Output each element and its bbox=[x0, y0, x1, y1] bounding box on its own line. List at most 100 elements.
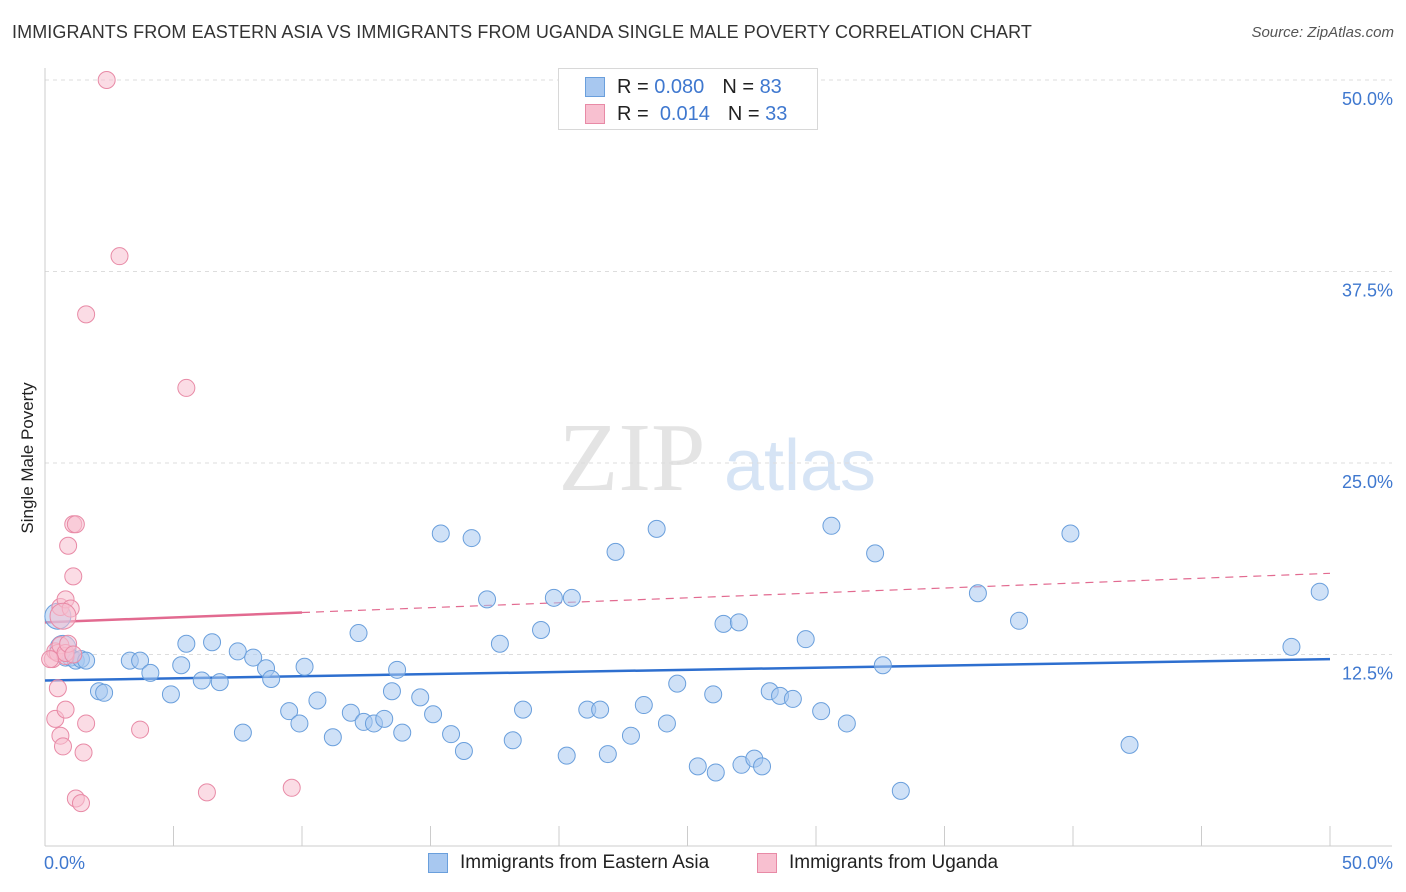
data-point bbox=[891, 781, 910, 800]
data-point bbox=[514, 700, 533, 719]
data-point bbox=[192, 671, 211, 690]
axes bbox=[44, 68, 1392, 847]
data-point bbox=[562, 588, 581, 607]
data-point bbox=[968, 584, 987, 603]
data-point bbox=[591, 700, 610, 719]
data-point bbox=[704, 685, 723, 704]
data-point bbox=[462, 529, 481, 548]
data-point bbox=[478, 590, 497, 609]
data-point bbox=[48, 679, 67, 698]
legend-n-label: N = bbox=[727, 102, 760, 125]
bottom-legend: Immigrants from Eastern Asia Immigrants … bbox=[0, 852, 1406, 878]
legend-r-label: R = bbox=[617, 102, 649, 125]
data-point bbox=[424, 705, 443, 724]
data-point bbox=[1120, 735, 1139, 754]
data-point bbox=[56, 700, 75, 719]
data-point bbox=[141, 663, 160, 682]
data-point bbox=[228, 642, 247, 661]
y-tick-label: 37.5% bbox=[1342, 281, 1393, 301]
data-point bbox=[454, 742, 473, 761]
data-point bbox=[77, 714, 96, 733]
data-point bbox=[688, 757, 707, 776]
data-point bbox=[503, 731, 522, 750]
data-point bbox=[131, 720, 150, 739]
y-tick-label: 50.0% bbox=[1342, 89, 1393, 109]
data-point bbox=[53, 737, 72, 756]
data-point bbox=[598, 745, 617, 764]
data-point bbox=[131, 651, 150, 670]
data-point bbox=[837, 714, 856, 733]
data-point bbox=[796, 630, 815, 649]
data-point bbox=[393, 723, 412, 742]
tick-labels: 12.5% 25.0% 37.5% 50.0% 0.0% 50.0% bbox=[44, 89, 1393, 873]
legend-r-value: 0.080 bbox=[654, 75, 705, 98]
series-uganda-points bbox=[41, 71, 301, 813]
data-point bbox=[172, 656, 191, 675]
y-tick-label: 12.5% bbox=[1342, 664, 1393, 684]
data-point bbox=[177, 378, 196, 397]
bottom-legend-label-uganda: Immigrants from Uganda bbox=[789, 852, 999, 873]
data-point bbox=[64, 567, 83, 586]
data-point bbox=[873, 656, 892, 675]
data-point bbox=[411, 688, 430, 707]
data-point bbox=[812, 702, 831, 721]
data-point bbox=[233, 723, 252, 742]
data-point bbox=[64, 645, 83, 664]
data-point bbox=[161, 685, 180, 704]
data-point bbox=[729, 613, 748, 632]
watermark-zip: ZIP bbox=[559, 404, 706, 512]
data-point bbox=[74, 743, 93, 762]
data-point bbox=[262, 670, 281, 689]
data-point bbox=[323, 728, 342, 747]
chart-title: IMMIGRANTS FROM EASTERN ASIA VS IMMIGRAN… bbox=[12, 22, 1033, 42]
data-point bbox=[282, 778, 301, 797]
legend-n-value: 83 bbox=[759, 75, 782, 98]
data-point bbox=[706, 763, 725, 782]
legend-r-value: 0.014 bbox=[659, 102, 710, 125]
y-axis-label: Single Male Poverty bbox=[18, 382, 37, 534]
data-point bbox=[532, 620, 551, 639]
data-point bbox=[431, 524, 450, 543]
data-point bbox=[66, 515, 85, 534]
data-point bbox=[753, 757, 772, 776]
data-point bbox=[295, 657, 314, 676]
y-tick-label: 25.0% bbox=[1342, 472, 1393, 492]
legend-swatch-eastern-asia bbox=[585, 77, 605, 97]
data-point bbox=[71, 794, 90, 813]
trend-line-uganda-solid bbox=[44, 611, 303, 624]
legend-n-value: 33 bbox=[765, 102, 788, 125]
data-point bbox=[647, 519, 666, 538]
source-label: Source: ZipAtlas.com bbox=[1251, 24, 1394, 41]
data-point bbox=[388, 660, 407, 679]
data-point bbox=[49, 602, 77, 630]
legend: R = 0.080 N = 83 R = 0.014 N = 33 bbox=[558, 68, 818, 130]
grid-lines bbox=[45, 79, 1392, 655]
data-point bbox=[110, 247, 129, 266]
watermark: ZIP atlas bbox=[559, 404, 877, 512]
data-point bbox=[866, 544, 885, 563]
data-point bbox=[1010, 611, 1029, 630]
legend-row-uganda: R = 0.014 N = 33 bbox=[585, 101, 787, 127]
data-point bbox=[557, 746, 576, 765]
series-eastern-asia-points bbox=[44, 516, 1329, 800]
legend-row-eastern-asia: R = 0.080 N = 83 bbox=[585, 74, 782, 100]
data-point bbox=[308, 691, 327, 710]
data-point bbox=[1310, 582, 1329, 601]
data-point bbox=[177, 634, 196, 653]
data-point bbox=[244, 648, 263, 667]
legend-swatch-uganda bbox=[585, 104, 605, 124]
bottom-legend-swatch-eastern-asia bbox=[428, 853, 448, 873]
trend-line-eastern-asia bbox=[44, 657, 1331, 682]
data-point bbox=[634, 696, 653, 715]
bottom-legend-uganda: Immigrants from Uganda bbox=[757, 852, 998, 874]
data-points bbox=[41, 71, 1329, 813]
data-point bbox=[783, 689, 802, 708]
data-point bbox=[341, 703, 360, 722]
trend-lines bbox=[44, 572, 1331, 682]
x-tick-label: 50.0% bbox=[1342, 853, 1393, 873]
bottom-legend-eastern-asia: Immigrants from Eastern Asia bbox=[428, 852, 709, 874]
bottom-legend-label-eastern-asia: Immigrants from Eastern Asia bbox=[460, 852, 710, 873]
bottom-legend-swatch-uganda bbox=[757, 853, 777, 873]
data-point bbox=[1061, 524, 1080, 543]
